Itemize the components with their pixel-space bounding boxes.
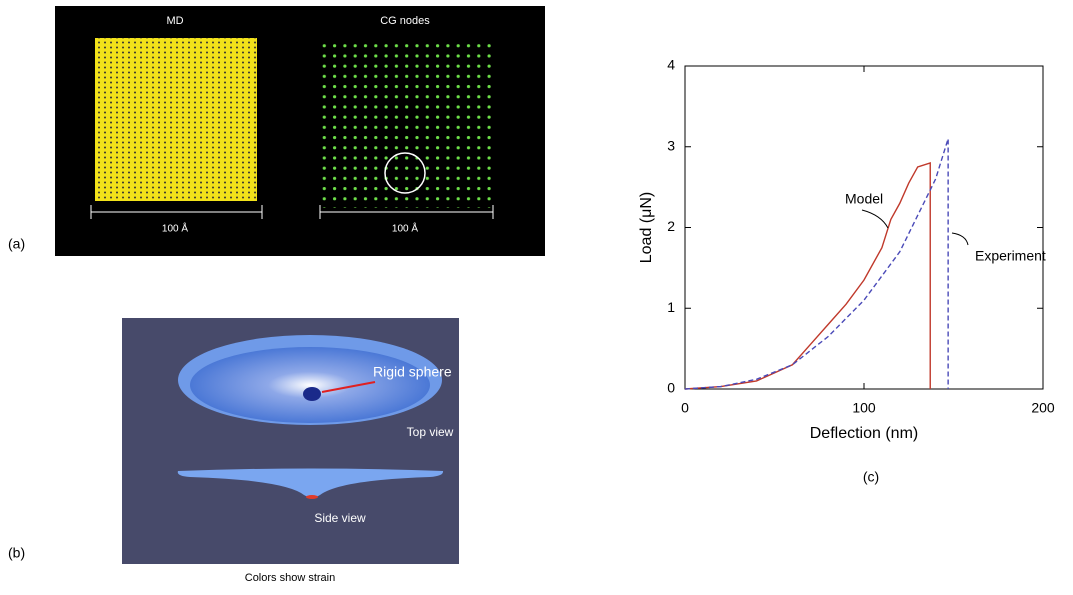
label-arrow bbox=[952, 233, 968, 245]
x-axis-label: Deflection (nm) bbox=[810, 425, 918, 442]
plot-frame bbox=[685, 66, 1043, 389]
view-label: Top view bbox=[407, 425, 454, 439]
strain-spot bbox=[306, 495, 318, 499]
md-lattice bbox=[95, 38, 257, 201]
scale-label: 100 Å bbox=[392, 222, 418, 235]
x-tick-label: 100 bbox=[852, 400, 876, 416]
callout: Rigid sphere bbox=[373, 364, 452, 380]
figure: MD CG nodes 100 Å 100 Å (a) Rigid sphere… bbox=[0, 0, 1073, 590]
panel-title: MD bbox=[166, 15, 183, 27]
cg-nodes bbox=[322, 40, 492, 208]
series-label: Experiment bbox=[975, 248, 1046, 264]
scale-label: 100 Å bbox=[162, 222, 188, 235]
caption: Colors show strain bbox=[245, 572, 335, 584]
view-label: Side view bbox=[314, 511, 366, 525]
y-tick-label: 0 bbox=[667, 380, 675, 396]
y-tick-label: 4 bbox=[667, 57, 675, 73]
x-tick-label: 0 bbox=[681, 400, 689, 416]
series-line bbox=[685, 139, 948, 389]
panel-title: CG nodes bbox=[380, 15, 430, 27]
series-line bbox=[685, 163, 930, 389]
panel-label: (b) bbox=[8, 545, 25, 561]
x-tick-label: 200 bbox=[1031, 400, 1055, 416]
disk bbox=[190, 347, 430, 423]
label-arrow bbox=[862, 210, 888, 228]
y-tick-label: 3 bbox=[667, 137, 675, 153]
rigid-sphere bbox=[303, 387, 321, 401]
panel-b: Rigid sphere Top view Side view Colors s… bbox=[8, 318, 459, 584]
series-label: Model bbox=[845, 191, 883, 207]
y-tick-label: 1 bbox=[667, 299, 675, 315]
panel-a: MD CG nodes 100 Å 100 Å (a) bbox=[8, 6, 545, 256]
y-axis-label: Load (μN) bbox=[638, 192, 655, 263]
chart: 0 100 200 0 1 2 3 4 Deflection (nm) Load (μN) Mode… bbox=[638, 57, 1055, 443]
panel-label: (a) bbox=[8, 236, 25, 252]
panel-label: (c) bbox=[863, 469, 879, 485]
y-tick-label: 2 bbox=[667, 218, 675, 234]
